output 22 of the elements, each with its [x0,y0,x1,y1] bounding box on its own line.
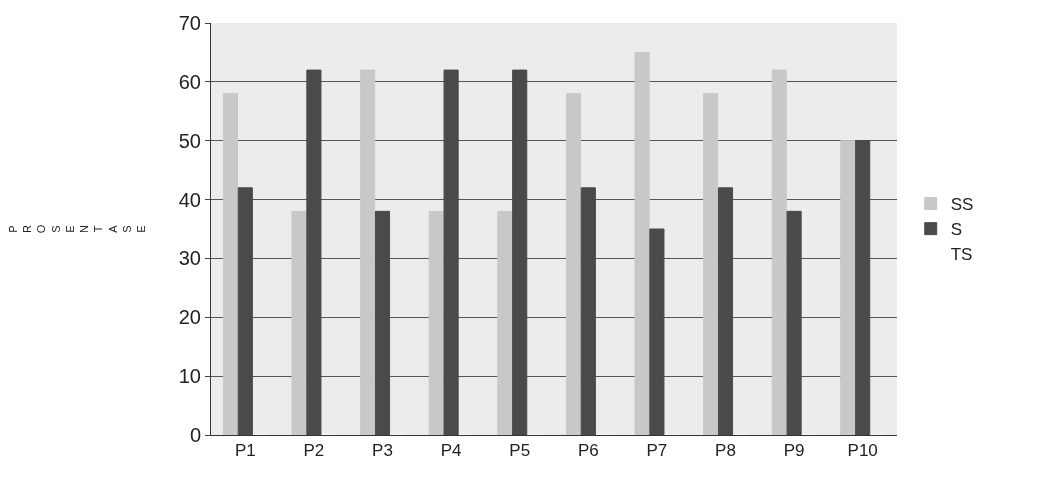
y-tick-label: 60 [178,70,201,93]
legend-label: SS [950,195,974,215]
y-tick-label: 70 [178,12,201,34]
x-tick-label: P3 [372,441,393,461]
x-tick-label: P9 [783,441,805,461]
x-tick-label: P1 [234,441,256,461]
y-tick-label: 40 [178,188,201,211]
text: TS [950,245,973,265]
x-tick-label: P7 [646,441,668,461]
y-tick-label: 0 [189,424,201,446]
y-tick-label: 20 [178,306,201,329]
legend-label: S [950,220,963,240]
x-tick-label: P4 [440,441,462,461]
text: PROSENTASE [6,224,148,234]
x-tick-label: P8 [715,441,736,461]
x-tick-label: P10 [847,441,878,461]
y-tick-label: 50 [178,129,201,152]
y-tick-label: 10 [178,365,201,388]
x-tick-label: P5 [509,441,531,461]
x-tick-label: P2 [303,441,325,461]
x-tick-label: P6 [577,441,599,461]
y-tick-label: 30 [178,247,201,270]
